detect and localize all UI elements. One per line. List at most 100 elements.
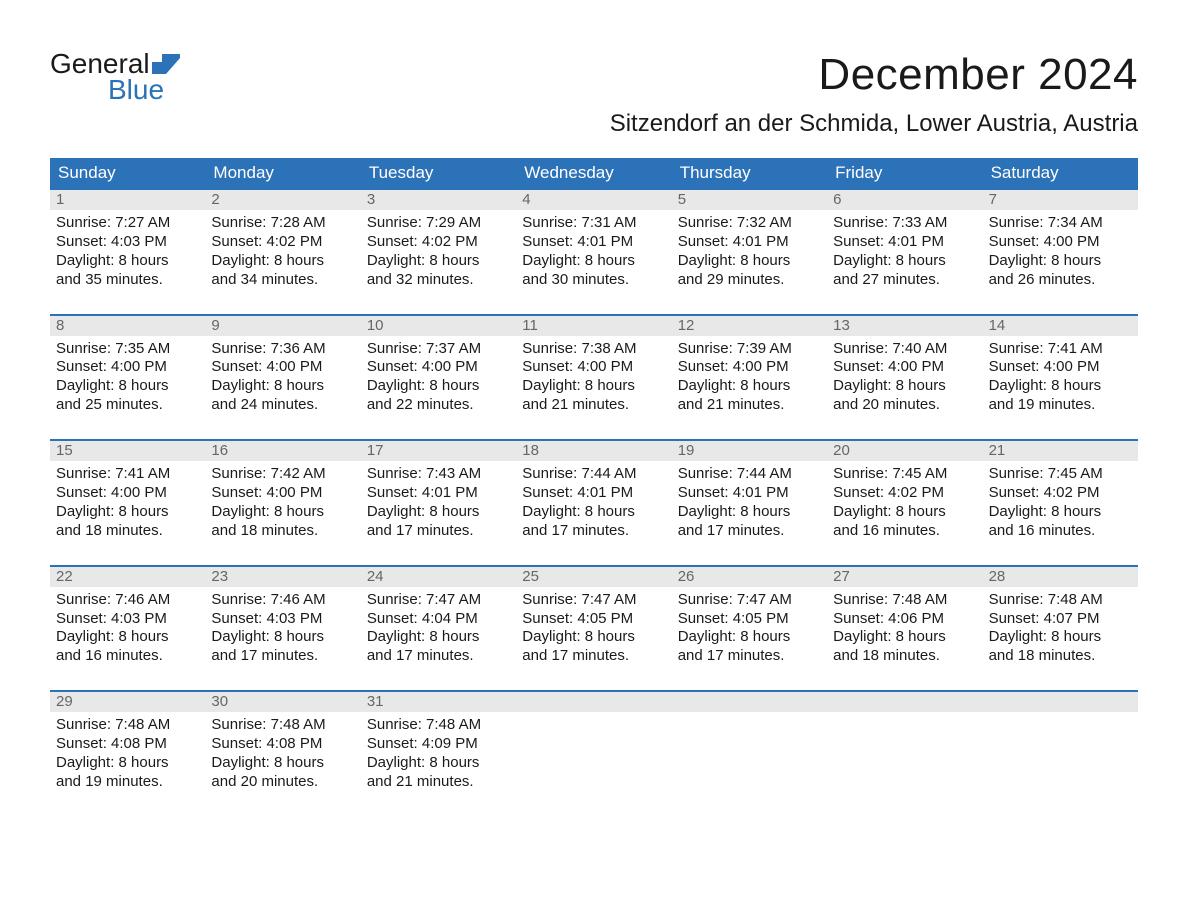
day-cell: Sunrise: 7:31 AMSunset: 4:01 PMDaylight:… [516,210,671,292]
daylight-line-1: Daylight: 8 hours [211,503,354,522]
daylight-line-1: Daylight: 8 hours [56,628,199,647]
daylight-line-2: and 18 minutes. [833,647,976,666]
day-cell: Sunrise: 7:45 AMSunset: 4:02 PMDaylight:… [983,461,1138,543]
day-cell: Sunrise: 7:38 AMSunset: 4:00 PMDaylight:… [516,336,671,418]
daylight-line-1: Daylight: 8 hours [56,377,199,396]
day-number: 10 [361,316,516,336]
day-number: 22 [50,567,205,587]
sunrise-line: Sunrise: 7:41 AM [56,465,199,484]
sunrise-line: Sunrise: 7:31 AM [522,214,665,233]
daylight-line-1: Daylight: 8 hours [211,628,354,647]
day-cell: Sunrise: 7:41 AMSunset: 4:00 PMDaylight:… [50,461,205,543]
weekday-monday: Monday [205,158,360,188]
daylight-line-1: Daylight: 8 hours [989,252,1132,271]
daylight-line-1: Daylight: 8 hours [522,377,665,396]
daylight-line-2: and 17 minutes. [678,522,821,541]
daylight-line-2: and 19 minutes. [56,773,199,792]
sunset-line: Sunset: 4:09 PM [367,735,510,754]
day-cell: Sunrise: 7:34 AMSunset: 4:00 PMDaylight:… [983,210,1138,292]
day-number: 20 [827,441,982,461]
daylight-line-2: and 18 minutes. [56,522,199,541]
sunrise-line: Sunrise: 7:42 AM [211,465,354,484]
sunrise-line: Sunrise: 7:47 AM [678,591,821,610]
sunrise-line: Sunrise: 7:29 AM [367,214,510,233]
sunset-line: Sunset: 4:01 PM [522,484,665,503]
week-row: 891011121314Sunrise: 7:35 AMSunset: 4:00… [50,314,1138,418]
weeks-container: 1234567Sunrise: 7:27 AMSunset: 4:03 PMDa… [50,188,1138,794]
sunrise-line: Sunrise: 7:43 AM [367,465,510,484]
sunset-line: Sunset: 4:00 PM [833,358,976,377]
day-cell: Sunrise: 7:46 AMSunset: 4:03 PMDaylight:… [50,587,205,669]
daylight-line-1: Daylight: 8 hours [211,252,354,271]
day-number: 8 [50,316,205,336]
day-cell: Sunrise: 7:48 AMSunset: 4:07 PMDaylight:… [983,587,1138,669]
day-number: 2 [205,190,360,210]
day-number: 28 [983,567,1138,587]
daylight-line-1: Daylight: 8 hours [678,252,821,271]
day-cell: Sunrise: 7:35 AMSunset: 4:00 PMDaylight:… [50,336,205,418]
day-number: 30 [205,692,360,712]
daylight-line-1: Daylight: 8 hours [833,252,976,271]
day-number [672,692,827,712]
daylight-line-2: and 16 minutes. [56,647,199,666]
sunset-line: Sunset: 4:00 PM [989,358,1132,377]
daylight-line-2: and 29 minutes. [678,271,821,290]
sunrise-line: Sunrise: 7:47 AM [367,591,510,610]
sunrise-line: Sunrise: 7:35 AM [56,340,199,359]
daylight-line-2: and 17 minutes. [522,522,665,541]
sunset-line: Sunset: 4:05 PM [678,610,821,629]
sunrise-line: Sunrise: 7:48 AM [989,591,1132,610]
daylight-line-2: and 17 minutes. [367,647,510,666]
daylight-line-1: Daylight: 8 hours [56,503,199,522]
day-number: 13 [827,316,982,336]
daylight-line-1: Daylight: 8 hours [989,628,1132,647]
day-cell: Sunrise: 7:28 AMSunset: 4:02 PMDaylight:… [205,210,360,292]
weekday-tuesday: Tuesday [361,158,516,188]
daylight-line-1: Daylight: 8 hours [211,377,354,396]
daylight-line-2: and 34 minutes. [211,271,354,290]
daylight-line-1: Daylight: 8 hours [678,377,821,396]
daylight-line-2: and 21 minutes. [367,773,510,792]
day-number-row: 293031 [50,692,1138,712]
sunset-line: Sunset: 4:02 PM [833,484,976,503]
daylight-line-2: and 19 minutes. [989,396,1132,415]
day-cell: Sunrise: 7:27 AMSunset: 4:03 PMDaylight:… [50,210,205,292]
daylight-line-1: Daylight: 8 hours [989,503,1132,522]
day-cell: Sunrise: 7:41 AMSunset: 4:00 PMDaylight:… [983,336,1138,418]
sunset-line: Sunset: 4:04 PM [367,610,510,629]
sunset-line: Sunset: 4:06 PM [833,610,976,629]
day-number [827,692,982,712]
weekday-sunday: Sunday [50,158,205,188]
daylight-line-2: and 35 minutes. [56,271,199,290]
sunrise-line: Sunrise: 7:46 AM [56,591,199,610]
sunset-line: Sunset: 4:08 PM [211,735,354,754]
daylight-line-1: Daylight: 8 hours [367,754,510,773]
sunset-line: Sunset: 4:03 PM [56,233,199,252]
day-cell: Sunrise: 7:47 AMSunset: 4:04 PMDaylight:… [361,587,516,669]
daylight-line-2: and 24 minutes. [211,396,354,415]
weekday-saturday: Saturday [983,158,1138,188]
daylight-line-2: and 17 minutes. [367,522,510,541]
daylight-line-1: Daylight: 8 hours [522,503,665,522]
day-cell [516,712,671,794]
sunrise-line: Sunrise: 7:33 AM [833,214,976,233]
daylight-line-2: and 17 minutes. [522,647,665,666]
sunset-line: Sunset: 4:01 PM [833,233,976,252]
weekday-friday: Friday [827,158,982,188]
week-row: 293031Sunrise: 7:48 AMSunset: 4:08 PMDay… [50,690,1138,794]
week-row: 15161718192021Sunrise: 7:41 AMSunset: 4:… [50,439,1138,543]
day-number: 7 [983,190,1138,210]
daylight-line-1: Daylight: 8 hours [367,252,510,271]
sunset-line: Sunset: 4:07 PM [989,610,1132,629]
day-number: 18 [516,441,671,461]
day-number-row: 891011121314 [50,316,1138,336]
logo-flag-icon [152,54,180,74]
daylight-line-2: and 17 minutes. [678,647,821,666]
day-cell [827,712,982,794]
sunset-line: Sunset: 4:00 PM [56,484,199,503]
weekday-thursday: Thursday [672,158,827,188]
day-cell: Sunrise: 7:39 AMSunset: 4:00 PMDaylight:… [672,336,827,418]
sunrise-line: Sunrise: 7:45 AM [833,465,976,484]
daylight-line-2: and 20 minutes. [833,396,976,415]
sunrise-line: Sunrise: 7:37 AM [367,340,510,359]
